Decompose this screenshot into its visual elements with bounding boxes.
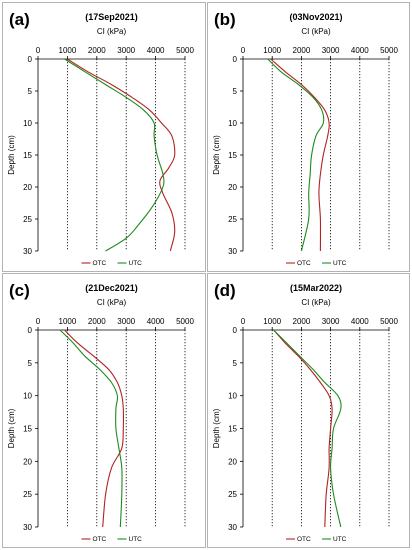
x-tick-label: 0 — [241, 317, 246, 326]
y-tick-label: 30 — [228, 523, 237, 532]
chart-title: (15Mar2022) — [290, 283, 342, 293]
y-tick-label: 20 — [23, 457, 32, 466]
y-tick-label: 0 — [28, 326, 33, 335]
x-tick-label: 1000 — [59, 46, 77, 55]
chart-panel-b: (b) (03Nov2021) CI (kPa) Depth (cm) 0 1000 200… — [207, 2, 410, 272]
y-tick-label: 5 — [28, 359, 33, 368]
y-tick-label: 30 — [23, 523, 32, 532]
chart-svg-c: (c) (21Dec2021)CI (kPa)Depth (cm)0 1000 200… — [7, 281, 194, 543]
x-tick-label: 2000 — [88, 46, 106, 55]
series-line-otc — [67, 58, 176, 252]
series-line-utc — [64, 58, 165, 252]
x-tick-label: 3000 — [322, 317, 340, 326]
x-tick-label: 5000 — [176, 317, 194, 326]
chart-svg-a: (a) (17Sep2021)CI (kPa)Depth (cm)0 1000 200… — [7, 10, 194, 267]
x-tick-label: 3000 — [322, 46, 340, 55]
x-tick-label: 0 — [241, 46, 246, 55]
y-tick-label: 30 — [228, 247, 237, 256]
y-tick-label: 20 — [23, 183, 32, 192]
chart-panel-c: (c) (21Dec2021) CI (kPa) Depth (cm) 0 1000 200… — [2, 273, 206, 548]
series-line-otc — [64, 329, 124, 528]
series-line-utc — [59, 329, 123, 528]
chart-svg-b: (b) (03Nov2021)CI (kPa)Depth (cm)0 1000 200… — [212, 10, 398, 267]
y-tick-label: 0 — [233, 55, 238, 64]
y-tick-label: 5 — [233, 359, 238, 368]
series-line-otc — [270, 58, 330, 252]
panel-label: (b) — [214, 10, 236, 29]
y-tick-label: 30 — [23, 247, 32, 256]
chart-title: (21Dec2021) — [85, 283, 138, 293]
panel-label: (c) — [9, 281, 30, 300]
y-tick-label: 15 — [228, 151, 237, 160]
x-axis-label: CI (kPa) — [97, 298, 127, 307]
legend-label-utc: UTC — [129, 536, 143, 543]
y-tick-label: 15 — [228, 425, 237, 434]
chart-title: (17Sep2021) — [85, 12, 138, 22]
y-tick-label: 25 — [23, 215, 32, 224]
y-tick-label: 0 — [28, 55, 33, 64]
x-tick-label: 4000 — [147, 317, 165, 326]
x-tick-label: 4000 — [351, 46, 369, 55]
legend-label-utc: UTC — [333, 536, 347, 543]
chart-panel-d: (d) (15Mar2022) CI (kPa) Depth (cm) 0 1000 200… — [207, 273, 410, 548]
legend-label-otc: OTC — [93, 260, 107, 267]
y-tick-label: 5 — [28, 87, 33, 96]
x-tick-label: 1000 — [59, 317, 77, 326]
x-tick-label: 1000 — [263, 46, 281, 55]
x-axis-label: CI (kPa) — [97, 27, 127, 36]
x-axis-label: CI (kPa) — [301, 298, 331, 307]
x-tick-label: 4000 — [351, 317, 369, 326]
x-tick-label: 2000 — [88, 317, 106, 326]
x-axis-label: CI (kPa) — [301, 27, 331, 36]
x-tick-label: 5000 — [380, 317, 398, 326]
chart-panel-a: (a) (17Sep2021) CI (kPa) Depth (cm) 0 1000 200… — [2, 2, 206, 272]
y-tick-label: 10 — [23, 119, 32, 128]
y-tick-label: 15 — [23, 425, 32, 434]
y-axis-label: Depth (cm) — [7, 408, 16, 448]
x-tick-label: 3000 — [117, 317, 135, 326]
chart-svg-d: (d) (15Mar2022)CI (kPa)Depth (cm)0 1000 200… — [212, 281, 398, 543]
x-tick-label: 0 — [36, 317, 41, 326]
legend-label-otc: OTC — [297, 536, 311, 543]
panel-label: (a) — [9, 10, 30, 29]
y-tick-label: 20 — [228, 183, 237, 192]
legend-label-otc: OTC — [297, 260, 311, 267]
y-axis-label: Depth (cm) — [212, 408, 221, 448]
y-tick-label: 10 — [228, 119, 237, 128]
x-tick-label: 2000 — [293, 46, 311, 55]
y-tick-label: 15 — [23, 151, 32, 160]
y-tick-label: 25 — [228, 215, 237, 224]
y-tick-label: 25 — [23, 490, 32, 499]
x-tick-label: 0 — [36, 46, 41, 55]
x-tick-label: 5000 — [380, 46, 398, 55]
legend-label-otc: OTC — [93, 536, 107, 543]
y-tick-label: 25 — [228, 490, 237, 499]
series-line-utc — [267, 58, 325, 252]
y-axis-label: Depth (cm) — [7, 135, 16, 175]
y-tick-label: 20 — [228, 457, 237, 466]
y-tick-label: 0 — [233, 326, 238, 335]
x-tick-label: 3000 — [117, 46, 135, 55]
y-tick-label: 10 — [23, 392, 32, 401]
legend-label-utc: UTC — [333, 260, 347, 267]
y-tick-label: 10 — [228, 392, 237, 401]
x-tick-label: 5000 — [176, 46, 194, 55]
x-tick-label: 2000 — [293, 317, 311, 326]
legend-label-utc: UTC — [129, 260, 143, 267]
x-tick-label: 4000 — [147, 46, 165, 55]
y-axis-label: Depth (cm) — [212, 135, 221, 175]
panel-label: (d) — [214, 281, 236, 300]
series-line-otc — [273, 329, 333, 528]
x-tick-label: 1000 — [263, 317, 281, 326]
series-line-utc — [273, 329, 342, 528]
y-tick-label: 5 — [233, 87, 238, 96]
chart-title: (03Nov2021) — [289, 12, 342, 22]
